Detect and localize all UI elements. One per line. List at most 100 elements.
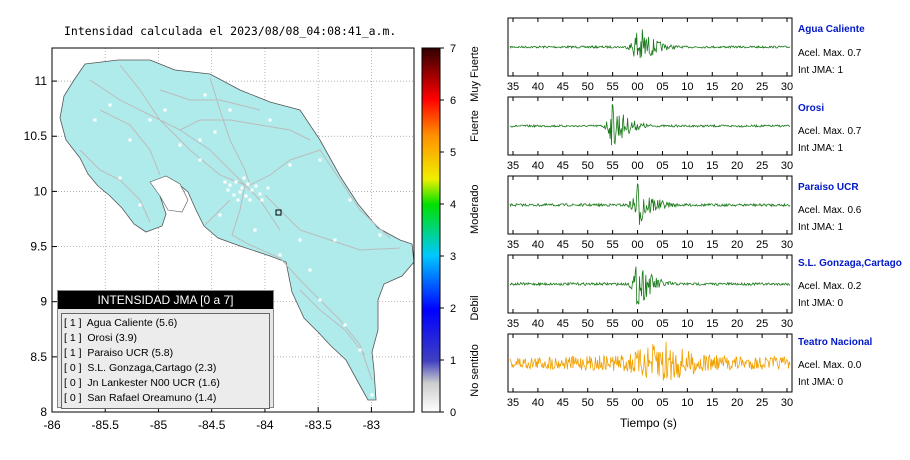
station-marker [266,186,270,190]
time-tick-label: 55 [607,239,619,251]
station-marker [213,130,217,134]
station-accel: Acel. Max. 0.2 [798,281,862,292]
map-x-tick-label: -84.5 [198,418,226,432]
map-x-tick-label: -83.5 [304,418,332,432]
station-marker [232,193,236,197]
time-tick-label: 45 [557,81,569,93]
time-tick-label: 35 [507,160,519,172]
time-tick-label: 25 [756,160,768,172]
station-marker [258,192,262,196]
station-name: Paraiso UCR [798,182,859,193]
event-marker [275,209,282,216]
station-marker [138,203,142,207]
station-markers [93,93,382,397]
station-marker [128,138,132,142]
waveform-panel: 35 40 45 50 55 00 05 10 15 20 25 30 [507,254,793,330]
station-jma: Int JMA: 1 [798,65,844,76]
station-marker [253,228,257,232]
time-tick-label: 15 [706,318,718,330]
map-x-tick-label: -86 [43,418,61,432]
time-tick-label: 00 [631,160,643,172]
colorbar-category-label: Debil [469,295,481,320]
time-tick-label: 30 [781,81,793,93]
time-tick-label: 10 [681,397,693,409]
station-marker [223,180,227,184]
waveform-frame [507,17,793,77]
map-y-tick-label: 9.5 [30,240,47,254]
time-tick-label: 00 [631,239,643,251]
station-marker [234,180,238,184]
time-tick-label: 30 [781,318,793,330]
station-marker [298,238,302,242]
station-marker [250,188,254,192]
map-x-tick-label: -85 [150,418,168,432]
legend-title: INTENSIDAD JMA [0 a 7] [58,291,273,309]
station-jma: Int JMA: 1 [798,222,844,233]
station-marker [228,183,232,187]
waveform-frame [507,96,793,156]
waveform-panel: 35 40 45 50 55 00 05 10 15 20 25 30 [507,96,793,172]
legend-item-list: [ 1 ] Agua Caliente (5.6) [ 1 ] Orosi (3… [61,313,270,409]
time-tick-label: 05 [656,160,668,172]
station-accel: Acel. Max. 0.0 [798,360,862,371]
time-tick-label: 00 [631,81,643,93]
time-tick-label: 15 [706,239,718,251]
time-tick-label: 25 [756,397,768,409]
waveform-trace [509,29,791,59]
map-title: Intensidad calculada el 2023/08/08_04:08… [64,24,397,38]
legend-item: [ 0 ] S.L. Gonzaga,Cartago (2.3) [64,362,217,374]
station-marker [260,198,264,202]
station-marker [333,238,337,242]
map-x-tick-label: -84 [256,418,274,432]
colorbar-category-label: Muy Fuerte [469,46,481,102]
station-marker [198,138,202,142]
time-tick-label: 00 [631,397,643,409]
time-tick-label: 40 [532,160,544,172]
road-network [79,64,401,381]
station-marker [268,118,272,122]
station-marker [318,298,322,302]
station-marker [178,198,182,202]
waveform-panel: 35 40 45 50 55 00 05 10 15 20 25 30 [507,175,793,251]
time-tick-label: 05 [656,397,668,409]
station-marker [228,108,232,112]
station-marker [278,253,282,257]
time-tick-label: 20 [731,318,743,330]
map-y-tick-label: 8 [40,405,47,419]
time-tick-label: 55 [607,160,619,172]
station-marker [244,194,248,198]
map-y-tick-label: 9 [40,295,47,309]
waveform-trace [509,266,791,305]
station-marker [378,233,382,237]
waveform-frame [507,175,793,235]
map-x-tick-label: -83 [363,418,381,432]
time-tick-label: 20 [731,81,743,93]
time-tick-label: 35 [507,239,519,251]
time-tick-label: 40 [532,318,544,330]
station-marker [343,323,347,327]
colorbar-ticks: 0 1 2 3 4 5 6 7 [440,43,456,419]
time-tick-label: 15 [706,397,718,409]
legend-item: [ 0 ] San Rafael Oreamuno (1.4) [64,392,217,404]
map-y-tick-label: 8.5 [30,350,47,364]
station-marker [238,190,242,194]
waveform-panel: 35 40 45 50 55 00 05 10 15 20 25 30 [507,17,793,93]
time-tick-label: 25 [756,81,768,93]
colorbar-tick-label: 7 [450,43,456,55]
station-marker [178,143,182,147]
colorbar-categories: No sentido Debil Moderado Fuerte Muy Fuerte [469,46,481,397]
time-tick-label: 10 [681,160,693,172]
time-tick-label: 40 [532,81,544,93]
time-tick-label: 45 [557,160,569,172]
time-tick-label: 35 [507,318,519,330]
colorbar-tick-label: 4 [450,199,456,211]
time-tick-label: 55 [607,81,619,93]
station-marker [308,268,312,272]
legend-item: [ 0 ] Jn Lankester N00 UCR (1.6) [64,377,220,389]
time-tick-label: 50 [582,160,594,172]
map-y-tick-label: 10.5 [24,129,48,143]
colorbar-tick-label: 5 [450,147,456,159]
time-tick-label: 00 [631,318,643,330]
map-x-tick-label: -85.5 [92,418,120,432]
station-name: Teatro Nacional [798,337,873,348]
